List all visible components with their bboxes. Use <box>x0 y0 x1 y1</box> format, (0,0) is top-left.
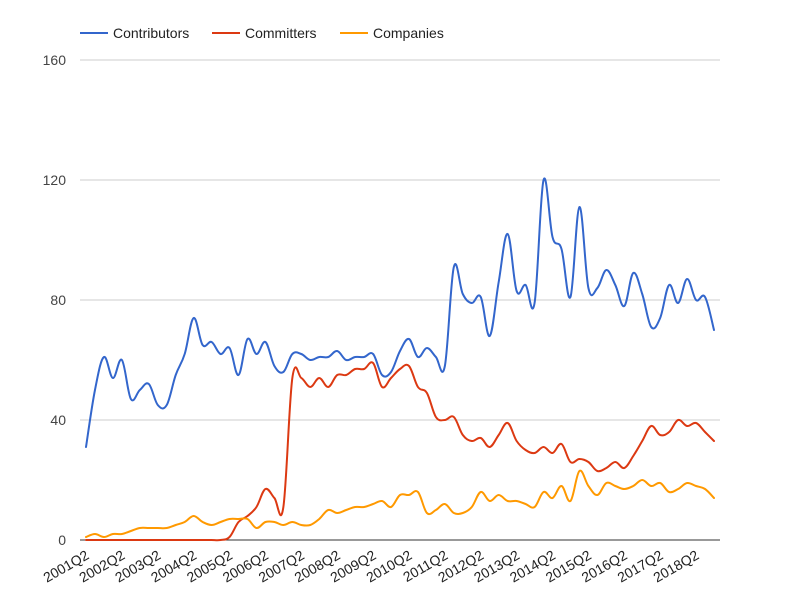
y-tick-label: 80 <box>50 292 66 308</box>
series-line-committers <box>85 361 715 542</box>
legend-label-contributors[interactable]: Contributors <box>113 25 189 41</box>
series-lines <box>85 177 715 542</box>
legend-label-committers[interactable]: Committers <box>245 25 317 41</box>
legend: Contributors Committers Companies <box>80 25 444 41</box>
y-tick-label: 40 <box>50 412 66 428</box>
legend-label-companies[interactable]: Companies <box>373 25 444 41</box>
y-tick-label: 120 <box>43 172 67 188</box>
y-tick-label: 0 <box>58 532 66 548</box>
gridlines <box>80 59 720 541</box>
y-tick-label: 160 <box>43 52 67 68</box>
series-line-contributors <box>85 177 715 448</box>
series-line-companies <box>85 469 715 538</box>
